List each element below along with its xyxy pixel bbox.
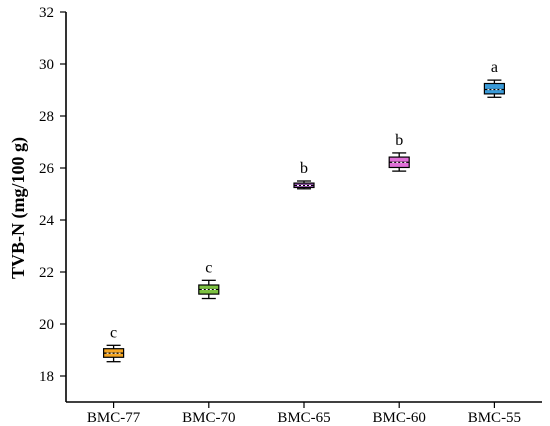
x-tick-label-bmc-55: BMC-55 <box>468 410 521 426</box>
y-tick-label-28: 28 <box>39 109 54 125</box>
sig-label-bmc-60: b <box>395 132 403 149</box>
y-tick-label-22: 22 <box>39 265 54 281</box>
box-bmc-55 <box>483 82 505 95</box>
x-tick-label-bmc-77: BMC-77 <box>87 410 141 426</box>
sig-label-bmc-70: c <box>205 259 212 276</box>
y-tick-label-26: 26 <box>39 161 55 177</box>
y-tick-label-18: 18 <box>39 369 54 385</box>
sig-label-bmc-65: b <box>300 160 308 177</box>
y-tick-label-20: 20 <box>39 317 54 333</box>
x-tick-label-bmc-65: BMC-65 <box>277 410 330 426</box>
x-tick-label-bmc-60: BMC-60 <box>373 410 426 426</box>
sig-label-bmc-77: c <box>110 324 117 341</box>
x-tick-label-bmc-70: BMC-70 <box>182 410 235 426</box>
y-axis-label: TVB-N (mg/100 g) <box>8 137 29 279</box>
y-tick-label-30: 30 <box>39 57 54 73</box>
sig-label-bmc-55: a <box>491 59 498 76</box>
plot-area: 18 20 22 24 26 28 30 32 BMC-77 BMC-70 BMC-65 BMC-60… <box>39 5 542 426</box>
y-tick-label-24: 24 <box>39 213 55 229</box>
y-tick-label-32: 32 <box>39 5 54 21</box>
